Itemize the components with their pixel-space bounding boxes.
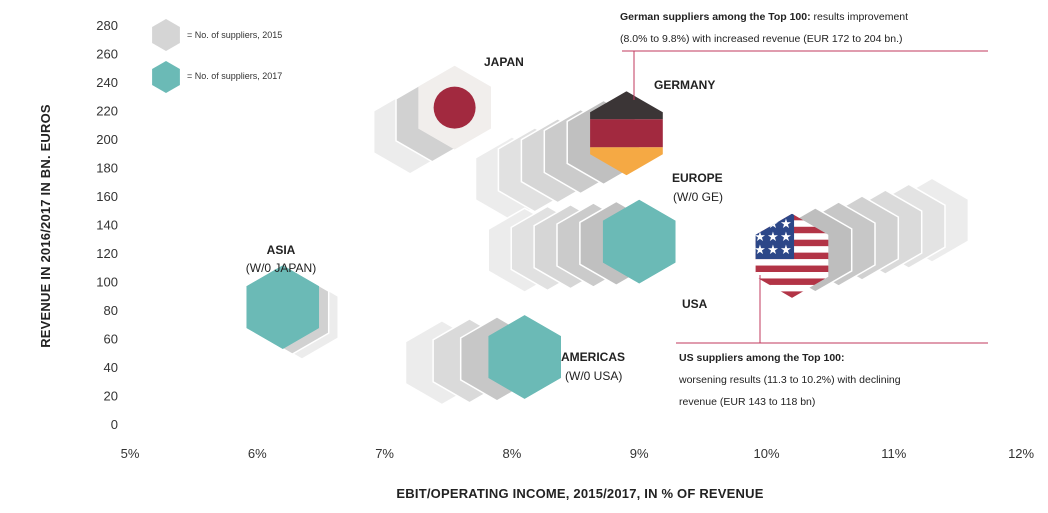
star-icon: ★ — [754, 230, 766, 245]
region-label-japan: JAPAN — [484, 55, 524, 69]
hex-2017-asia — [246, 265, 320, 350]
y-axis-ticks: 0 20 40 60 80 100 120 140 160 180 200 220 240 260 280 — [96, 18, 118, 432]
star-icon: ★ — [767, 243, 779, 258]
usa-annotation-title: US suppliers among the Top 100: — [679, 352, 845, 364]
y-tick-label: 20 — [104, 389, 118, 404]
legend-hex-2017 — [152, 61, 180, 93]
germany-annotation-title: German suppliers among the Top 100: — [620, 11, 811, 23]
y-tick-label: 220 — [96, 104, 118, 119]
hex-2017-usa: ★ ★ ★★ ★ ★★ ★ ★ — [754, 213, 829, 298]
star-icon: ★ — [780, 243, 792, 258]
usa-annotation: US suppliers among the Top 100: worsenin… — [679, 347, 901, 413]
star-icon: ★ — [754, 217, 766, 232]
y-tick-label: 100 — [96, 275, 118, 290]
hex-2017-americas — [488, 315, 561, 399]
x-tick-label: 9% — [630, 446, 649, 461]
y-axis-title: REVENUE IN 2016/2017 IN BN. EUROS — [38, 104, 53, 348]
x-tick-label: 8% — [503, 446, 522, 461]
x-tick-label: 7% — [375, 446, 394, 461]
star-icon: ★ — [767, 230, 779, 245]
y-tick-label: 160 — [96, 189, 118, 204]
germany-annotation-line2: (8.0% to 9.8%) with increased revenue (E… — [620, 33, 903, 45]
y-tick-label: 80 — [104, 303, 118, 318]
y-tick-label: 260 — [96, 47, 118, 62]
region-label-americas: AMERICAS — [561, 350, 625, 364]
x-axis-ticks: 5% 6% 7% 8% 9% 10% 11% 12% — [121, 446, 1035, 461]
current-hexagons-layer: ★ ★ ★★ ★ ★★ ★ ★ — [246, 65, 829, 399]
region-label-germany: GERMANY — [654, 78, 715, 92]
usa-annotation-connector — [676, 275, 988, 344]
region-sublabel-asia: (W/0 JAPAN) — [246, 261, 316, 275]
y-tick-label: 120 — [96, 246, 118, 261]
star-icon: ★ — [780, 230, 792, 245]
region-label-asia: ASIA — [267, 243, 296, 257]
japan-flag-disc — [433, 86, 476, 129]
y-tick-label: 280 — [96, 18, 118, 33]
y-tick-label: 40 — [104, 360, 118, 375]
hex-2017-japan — [418, 65, 491, 150]
legend-label-2015: = No. of suppliers, 2015 — [187, 30, 282, 40]
x-tick-label: 11% — [881, 446, 906, 461]
x-tick-label: 12% — [1008, 446, 1034, 461]
y-tick-label: 0 — [111, 417, 118, 432]
usa-annotation-line2: worsening results (11.3 to 10.2%) with d… — [679, 374, 901, 386]
region-sublabel-europe: (W/0 GE) — [673, 190, 723, 204]
germany-annotation-connector — [622, 50, 988, 100]
legend-label-2017: = No. of suppliers, 2017 — [187, 71, 282, 81]
usa-annotation-line3: revenue (EUR 143 to 118 bn) — [679, 396, 816, 408]
region-sublabel-americas: (W/0 USA) — [565, 369, 622, 383]
x-tick-label: 10% — [753, 446, 779, 461]
y-tick-label: 60 — [104, 332, 118, 347]
x-tick-label: 5% — [121, 446, 140, 461]
y-tick-label: 240 — [96, 75, 118, 90]
legend: = No. of suppliers, 2015 = No. of suppli… — [152, 19, 282, 93]
region-label-usa: USA — [682, 297, 708, 311]
y-tick-label: 200 — [96, 132, 118, 147]
germany-annotation-line1: results improvement — [810, 11, 909, 23]
germany-annotation: German suppliers among the Top 100: resu… — [620, 6, 908, 50]
star-icon: ★ — [754, 243, 766, 258]
y-tick-label: 180 — [96, 161, 118, 176]
legend-hex-2015 — [152, 19, 180, 51]
hex-2017-europe — [602, 199, 676, 284]
x-tick-label: 6% — [248, 446, 267, 461]
y-tick-label: 140 — [96, 218, 118, 233]
x-axis-title: EBIT/OPERATING INCOME, 2015/2017, IN % O… — [396, 486, 763, 501]
star-icon: ★ — [780, 217, 792, 232]
region-label-europe: EUROPE — [672, 171, 723, 185]
